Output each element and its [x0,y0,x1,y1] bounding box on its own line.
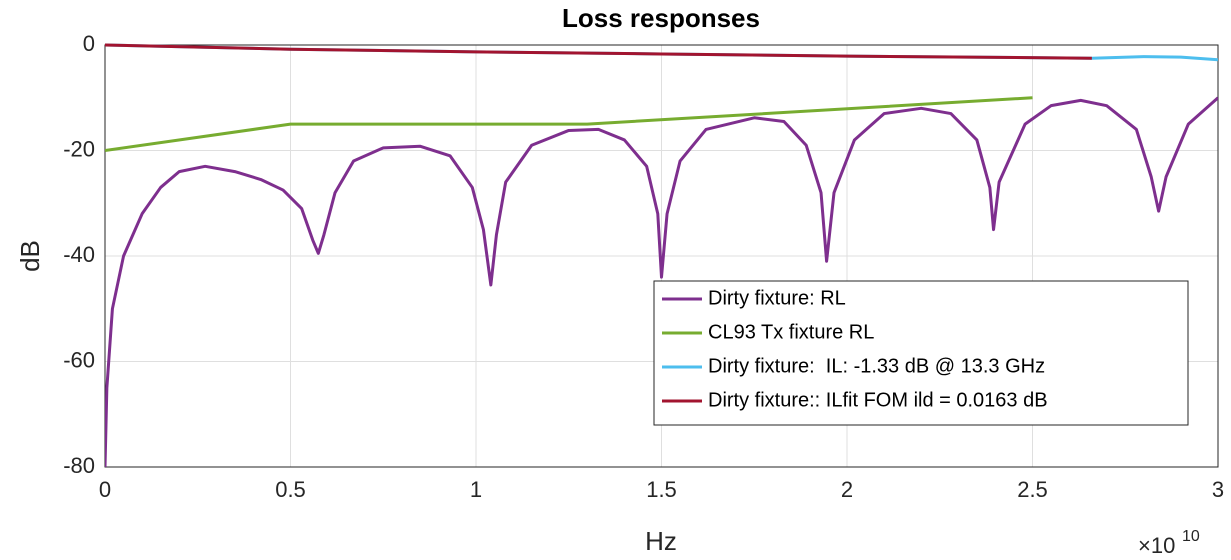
legend-label: Dirty fixture: RL [708,287,846,309]
y-tick-label: -80 [63,453,95,478]
legend-label: Dirty fixture:: ILfit FOM ild = 0.0163 d… [708,389,1048,411]
axes-box [104,44,1219,468]
x-multiplier: ×10 [1138,533,1175,558]
y-axis-label: dB [15,240,45,272]
legend-box [653,280,1189,426]
y-tick-label: -60 [63,347,95,372]
y-tick-label: -20 [63,136,95,161]
legend-label: Dirty fixture: IL: -1.33 dB @ 13.3 GHz [708,355,1045,377]
x-tick-label: 1.5 [646,477,677,502]
y-tick-label: -40 [63,242,95,267]
x-axis-label: Hz [645,526,677,556]
legend-label: CL93 Tx fixture RL [708,321,874,343]
x-tick-label: 0.5 [275,477,306,502]
x-tick-label: 0 [99,477,111,502]
y-tick-label: 0 [83,31,95,56]
x-tick-label: 1 [470,477,482,502]
series-line [105,43,1092,60]
chart-title: Loss responses [562,3,760,33]
x-tick-label: 3 [1212,477,1224,502]
series-line [105,96,1033,152]
x-tick-label: 2 [841,477,853,502]
x-tick-label: 2.5 [1017,477,1048,502]
series-line [105,96,1218,467]
x-multiplier-exponent: 10 [1182,528,1200,545]
